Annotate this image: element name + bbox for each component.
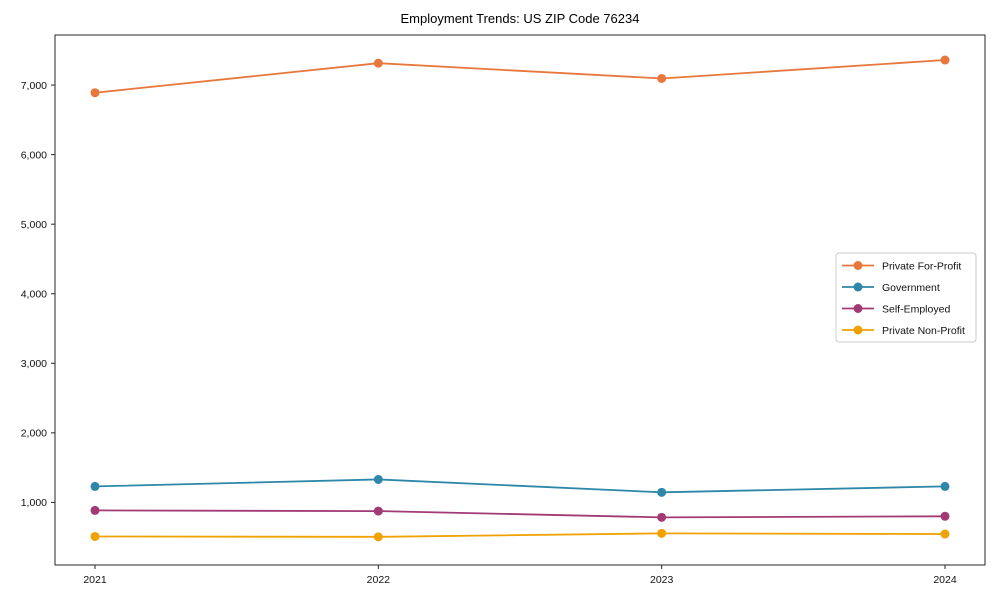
data-point-marker [90,88,100,98]
y-tick-label: 4,000 [21,288,47,300]
x-tick-label: 2024 [933,574,957,586]
data-point-marker [940,55,950,65]
data-point-marker [940,481,950,491]
data-point-marker [373,58,383,68]
legend-item: Government [842,282,940,294]
data-point-marker [373,532,383,542]
legend-box [835,252,977,343]
series-line-self-employed [94,509,946,519]
legend-label: Self-Employed [882,303,950,315]
data-point-marker [373,474,383,484]
x-tick-label: 2023 [650,574,674,586]
data-point-marker [657,512,667,522]
y-tick-label: 1,000 [21,497,47,509]
legend-label: Private For-Profit [882,260,961,272]
y-tick-label: 3,000 [21,358,47,370]
series-line-private-for-profit [94,59,946,94]
legend-marker [853,325,863,335]
plot-border [54,34,986,566]
legend-item: Private For-Profit [842,260,961,272]
data-point-marker [657,487,667,497]
data-point-marker [90,481,100,491]
legend-label: Government [882,282,940,294]
data-point-marker [90,505,100,515]
legend: Private For-Profit Government Self-Employe… [835,252,977,343]
legend-marker [853,304,863,313]
x-tick-label: 2022 [367,574,391,586]
data-point-marker [90,531,100,541]
legend-label: Private Non-Profit [882,325,965,337]
data-point-marker [657,528,667,538]
data-point-marker [940,529,950,539]
legend-marker [853,282,863,292]
legend-item: Private Non-Profit [842,325,965,337]
legend-item: Self-Employed [842,303,950,315]
data-point-marker [373,506,383,516]
data-point-marker [940,511,950,521]
y-tick-label: 2,000 [21,428,47,440]
y-tick-label: 6,000 [21,149,47,161]
chart-title: Employment Trends: US ZIP Code 76234 [401,11,640,26]
y-tick-label: 7,000 [21,80,47,92]
series-line-government [94,478,946,494]
series-line-private-non-profit [94,532,946,538]
x-tick-label: 2021 [83,574,107,586]
legend-marker [853,261,863,270]
data-point-marker [657,73,667,83]
y-tick-label: 5,000 [21,219,47,231]
